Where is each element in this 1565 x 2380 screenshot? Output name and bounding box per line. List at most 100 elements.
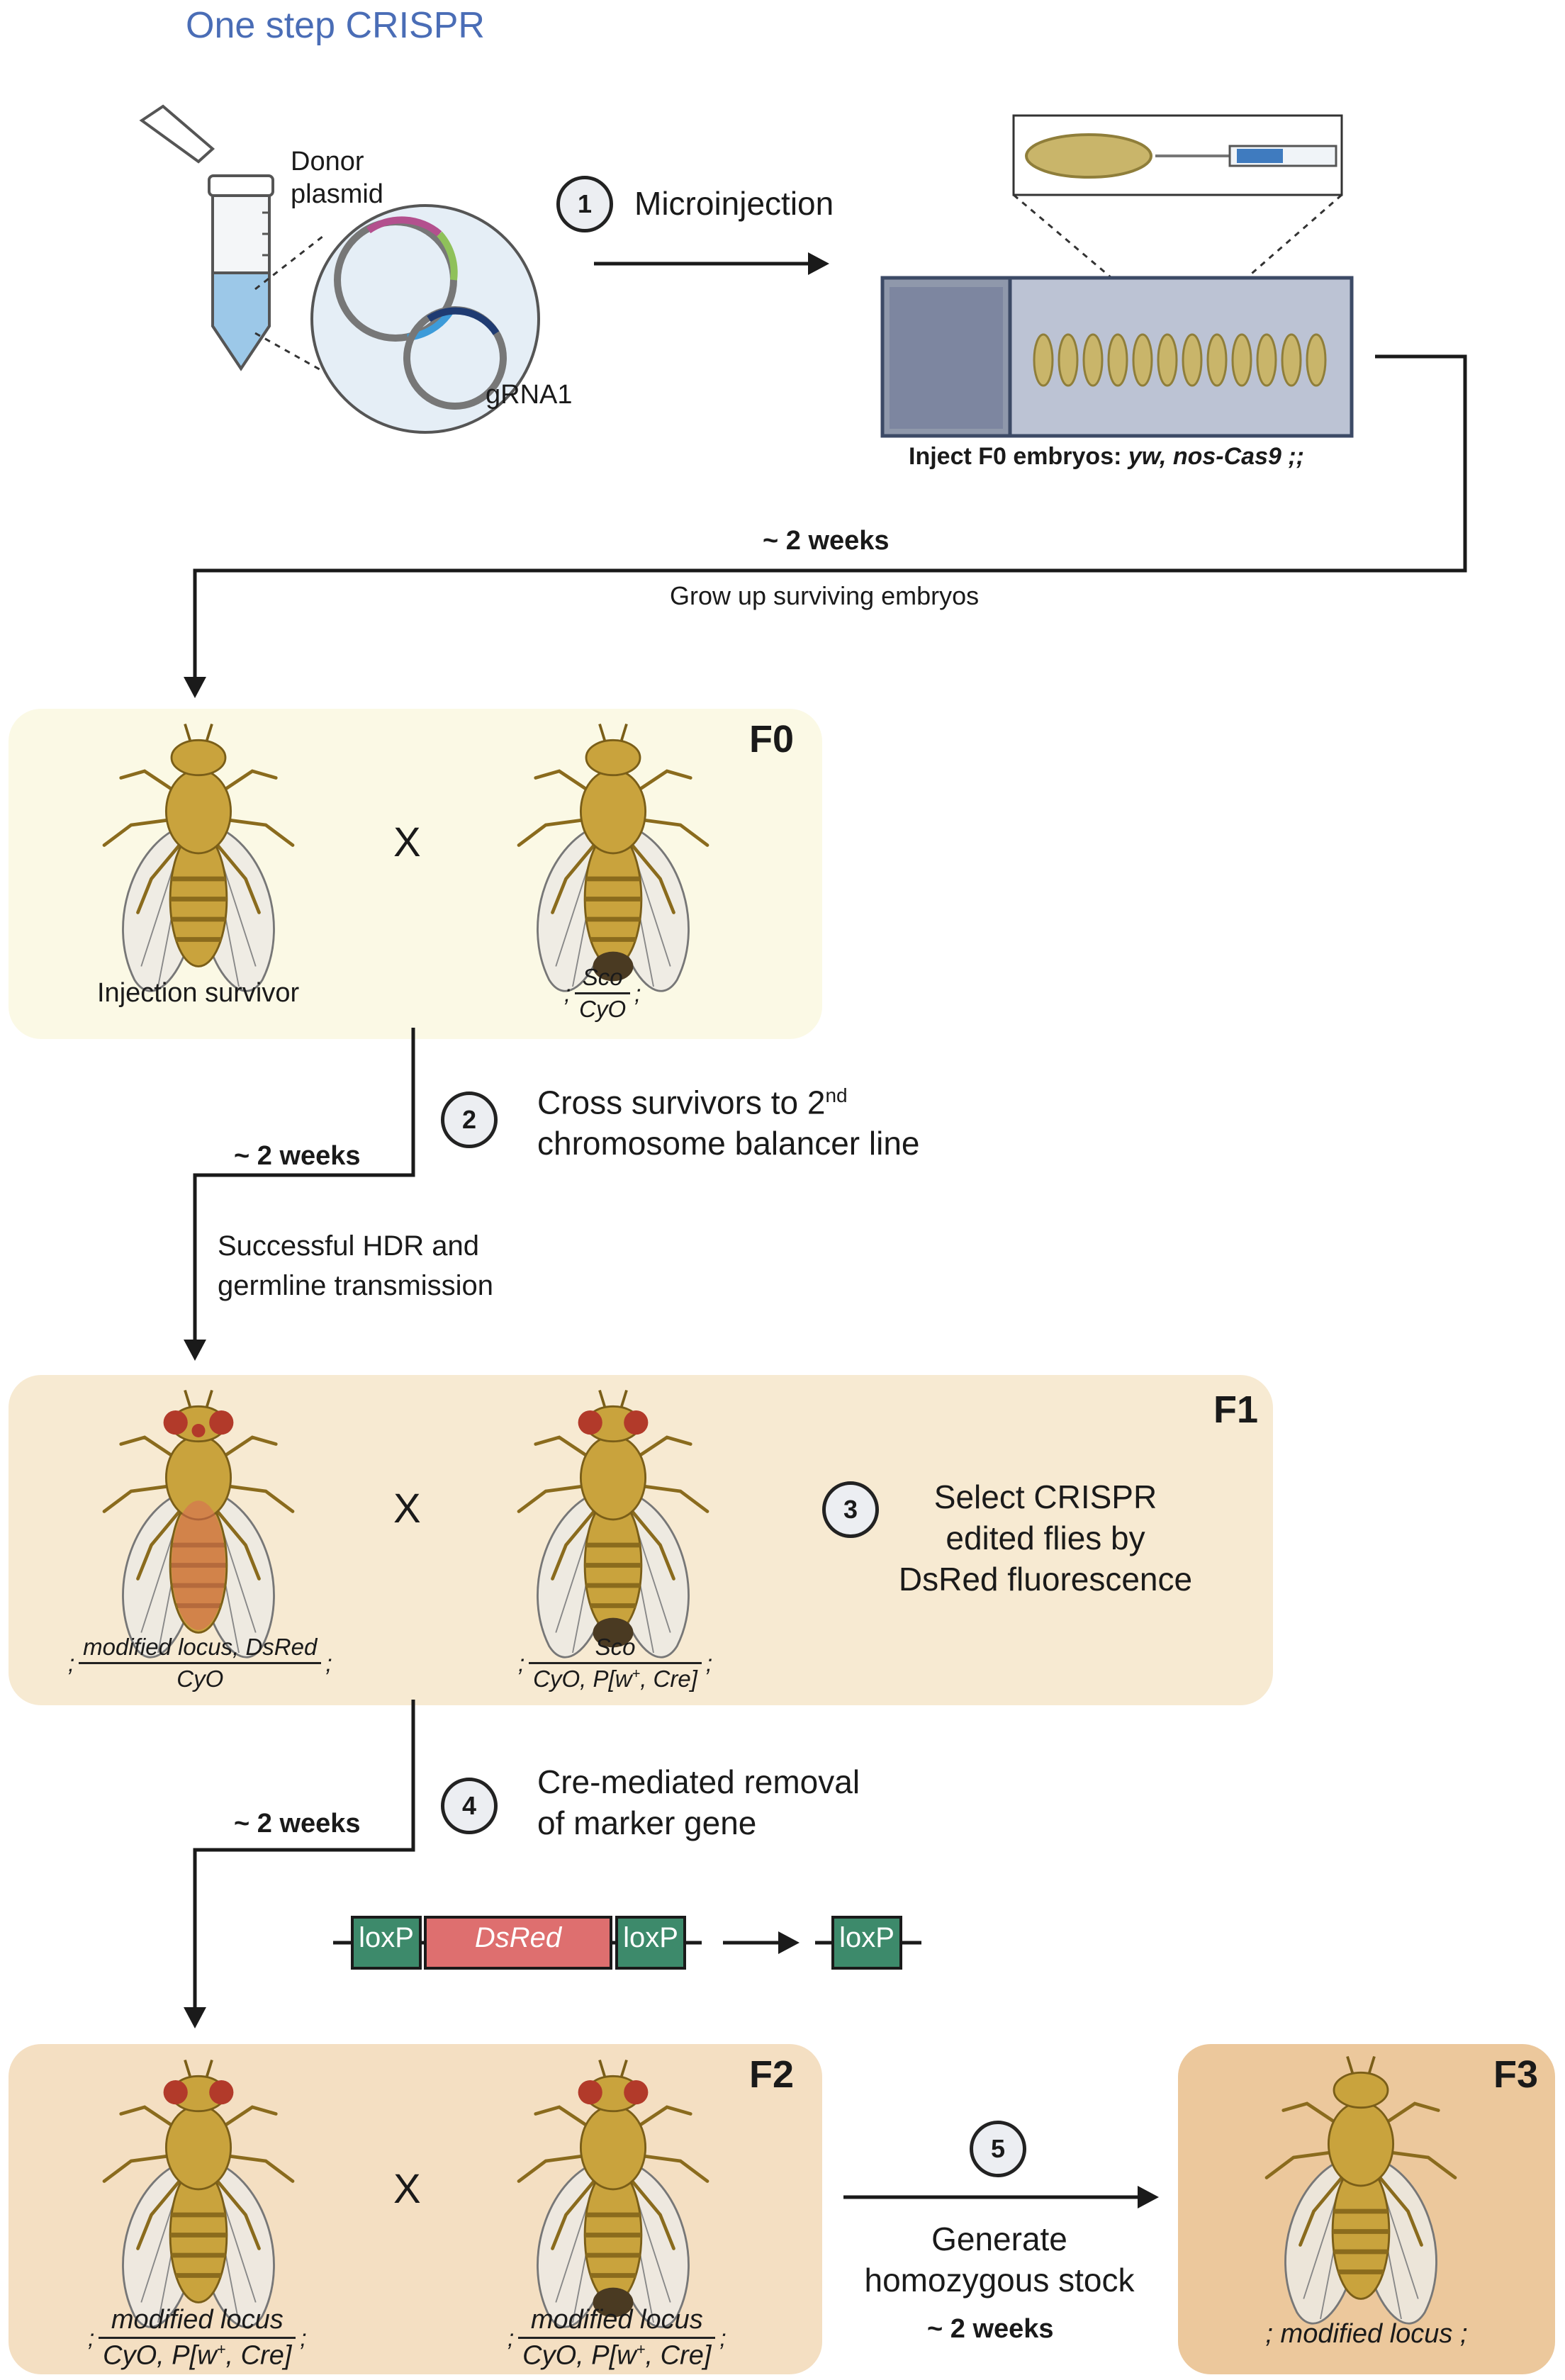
fly-icon bbox=[519, 2060, 707, 2328]
f2-label: F2 bbox=[749, 2053, 795, 2096]
f1-label: F1 bbox=[1213, 1388, 1259, 1431]
embryo-icon bbox=[1306, 333, 1327, 387]
loxp-label-3: loxP bbox=[839, 1922, 894, 1953]
f3-genotype: ; modified locus ; bbox=[1265, 2319, 1468, 2349]
injection-caption-prefix: Inject F0 embryos: bbox=[909, 443, 1128, 470]
step-1-badge: 1 bbox=[556, 176, 613, 232]
duration-label-2: ~ 2 weeks bbox=[234, 1141, 361, 1171]
step-1-label: Microinjection bbox=[634, 185, 834, 222]
genotype-pre: ; bbox=[564, 979, 571, 1006]
genotype-post: ; bbox=[705, 1649, 713, 1676]
step-5-badge: 5 bbox=[970, 2121, 1026, 2177]
f1-cross-symbol: X bbox=[393, 1486, 421, 1532]
hdr-line2: germline transmission bbox=[218, 1270, 494, 1301]
step-3-badge: 3 bbox=[822, 1481, 879, 1538]
injection-genotype: yw, nos-Cas9 ;; bbox=[1128, 443, 1305, 470]
f0-label: F0 bbox=[749, 718, 795, 760]
genotype-top: modified locus bbox=[99, 2305, 296, 2339]
injection-zoom bbox=[1012, 114, 1343, 337]
dsred-box bbox=[424, 1916, 612, 1970]
embryo-icon bbox=[1256, 333, 1277, 387]
step-4-badge: 4 bbox=[441, 1778, 498, 1834]
genotype-bottom-a: CyO, P[w bbox=[103, 2340, 217, 2371]
grow-up-label: Grow up surviving embryos bbox=[670, 581, 980, 610]
fly-icon bbox=[519, 724, 707, 992]
hdr-line1: Successful HDR and bbox=[218, 1230, 480, 1262]
loxp-box-1 bbox=[351, 1916, 422, 1970]
genotype-bottom-a: CyO, P[w bbox=[522, 2340, 636, 2371]
genotype-post: ; bbox=[634, 979, 641, 1006]
genotype-bottom-b: , Cre] bbox=[225, 2340, 292, 2371]
genotype-post: ; bbox=[300, 2324, 307, 2351]
genotype-post: ; bbox=[325, 1649, 332, 1676]
grna-label: gRNA1 bbox=[486, 380, 573, 410]
step-3-label: Select CRISPR edited flies by DsRed fluo… bbox=[879, 1476, 1212, 1600]
genotype-pre: ; bbox=[507, 2324, 515, 2351]
genotype-post: ; bbox=[719, 2324, 727, 2351]
f1-right-genotype: ; Sco CyO, P[w+, Cre]; bbox=[514, 1634, 717, 1693]
genotype-bottom-b: , Cre] bbox=[645, 2340, 712, 2371]
f2-left-genotype: ; modified locus CyO, P[w+, Cre]; bbox=[84, 2305, 311, 2371]
embryo-icon bbox=[1058, 333, 1079, 387]
donor-label: Donor plasmid bbox=[291, 145, 383, 211]
genotype-bottom-sup: + bbox=[636, 2340, 646, 2358]
genotype-bottom: CyO bbox=[579, 996, 627, 1022]
plasmid-icon bbox=[310, 204, 540, 434]
loxp-box-3 bbox=[831, 1916, 902, 1970]
f0-right-genotype: ; Sco CyO; bbox=[560, 964, 645, 1023]
loxp-label-1: loxP bbox=[359, 1922, 414, 1953]
loxp-label-2: loxP bbox=[623, 1922, 678, 1953]
embryo-icon bbox=[1231, 333, 1252, 387]
step-4-line2: of marker gene bbox=[537, 1804, 757, 1841]
genotype-pre: ; bbox=[88, 2324, 95, 2351]
genotype-top: modified locus bbox=[518, 2305, 716, 2339]
genotype-bottom: CyO, P[w+, Cre] bbox=[529, 1664, 702, 1693]
hdr-label: Successful HDR and germline transmission bbox=[218, 1226, 493, 1306]
step-2-label: Cross survivors to 2nd chromosome balanc… bbox=[537, 1075, 920, 1164]
f2-right-genotype: ; modified locus CyO, P[w+, Cre]; bbox=[503, 2305, 731, 2371]
embryo-icon bbox=[1182, 333, 1203, 387]
injection-caption: Inject F0 embryos: yw, nos-Cas9 ;; bbox=[909, 443, 1304, 471]
f3-label: F3 bbox=[1493, 2053, 1539, 2096]
f2-cross-symbol: X bbox=[393, 2166, 421, 2212]
step-3-line1: Select CRISPR bbox=[933, 1478, 1157, 1515]
step-2-superscript: nd bbox=[825, 1084, 848, 1106]
fly-icon bbox=[104, 2060, 293, 2328]
genotype-bottom-sup: + bbox=[216, 2340, 226, 2358]
genotype-pre: ; bbox=[68, 1649, 75, 1676]
genotype-top: modified locus, DsRed bbox=[79, 1634, 322, 1664]
embryo-icon bbox=[1157, 333, 1178, 387]
genotype-bottom-sup: + bbox=[632, 1666, 641, 1682]
embryo-icon bbox=[1082, 333, 1104, 387]
duration-label-4: ~ 2 weeks bbox=[927, 2314, 1054, 2344]
donor-label-line2: plasmid bbox=[291, 179, 383, 209]
fly-icon bbox=[104, 1391, 293, 1658]
duration-label-3: ~ 2 weeks bbox=[234, 1809, 361, 1839]
embryo-icon bbox=[1033, 333, 1054, 387]
fly-icon bbox=[519, 1391, 707, 1658]
step-5-line1: Generate bbox=[931, 2221, 1067, 2257]
fly-icon bbox=[1267, 2057, 1455, 2324]
step-2-badge: 2 bbox=[441, 1091, 498, 1148]
embryo-row bbox=[1033, 333, 1327, 387]
duration-label-1: ~ 2 weeks bbox=[763, 526, 890, 556]
embryo-icon bbox=[1206, 333, 1228, 387]
step-2-line1: Cross survivors to 2 bbox=[537, 1084, 826, 1121]
tube-icon bbox=[139, 104, 274, 371]
page-title: One step CRISPR bbox=[186, 5, 485, 46]
step-2-line2: chromosome balancer line bbox=[537, 1125, 920, 1162]
genotype-pre: ; bbox=[518, 1649, 525, 1676]
step-4-label: Cre-mediated removal of marker gene bbox=[537, 1761, 860, 1843]
arrow-icon bbox=[1138, 2186, 1159, 2208]
genotype-bottom: CyO bbox=[176, 1666, 224, 1692]
donor-label-line1: Donor bbox=[291, 147, 364, 176]
loxp-box-2 bbox=[615, 1916, 686, 1970]
step-3-line3: DsRed fluorescence bbox=[898, 1561, 1193, 1598]
step-3-line2: edited flies by bbox=[946, 1520, 1145, 1556]
arrow-icon bbox=[778, 1931, 800, 1954]
f1-left-genotype: ; modified locus, DsRed CyO; bbox=[64, 1634, 337, 1693]
dsred-label: DsRed bbox=[474, 1922, 562, 1953]
genotype-top: Sco bbox=[529, 1634, 702, 1664]
genotype-bottom-a: CyO, P[w bbox=[533, 1666, 632, 1692]
